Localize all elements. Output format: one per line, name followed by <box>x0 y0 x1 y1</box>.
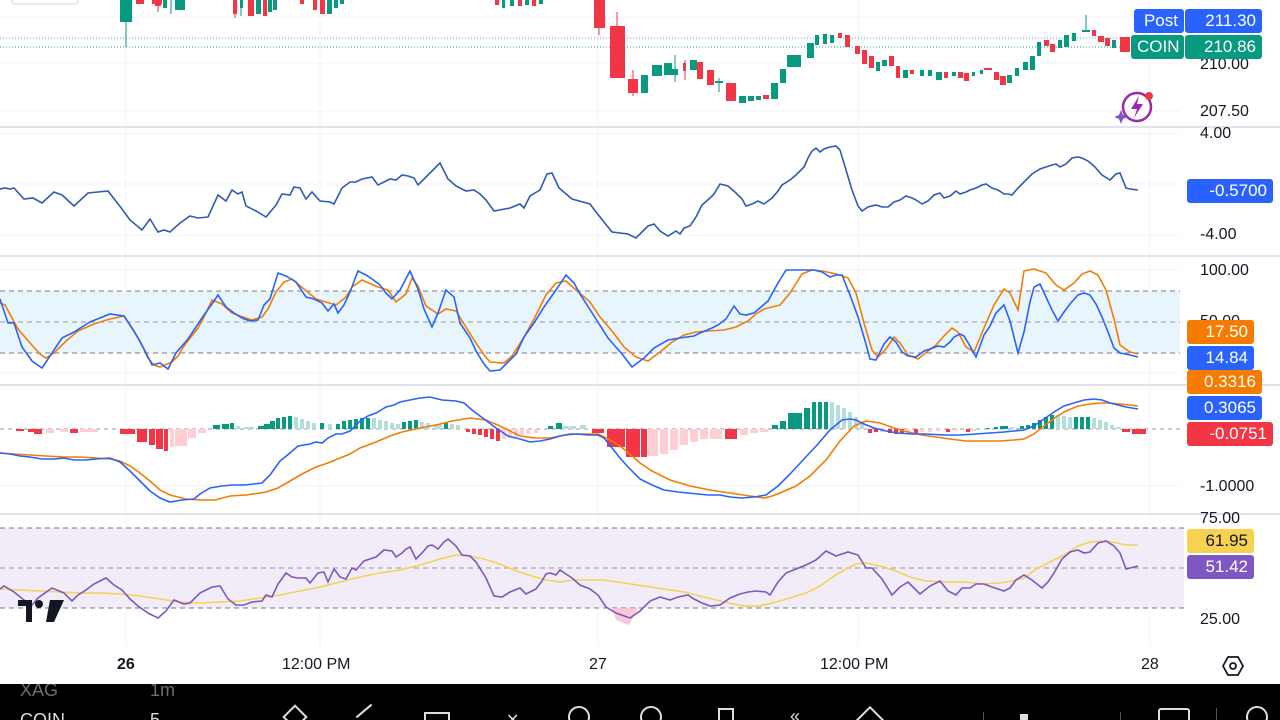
pane-separator[interactable] <box>0 513 1280 515</box>
rsi-pane[interactable]: 75.00 25.00 61.95 51.42 <box>0 510 1280 646</box>
post-market-label-tag: Post <box>1134 9 1184 33</box>
price-axis-label: 210.00 <box>1200 56 1249 73</box>
last-price-tag: 210.86 <box>1185 35 1262 59</box>
macd-axis-label: -1.0000 <box>1200 478 1255 495</box>
macd-pane[interactable]: -1.0000 0.3316 0.3065 -0.0751 <box>0 370 1280 513</box>
rsi-chart[interactable] <box>0 515 1184 646</box>
price-pane[interactable]: 210.00 207.50 Post 211.30 COIN 210.86 <box>0 0 1280 127</box>
stoch-k-value-tag: 17.50 <box>1187 320 1254 344</box>
time-label: 28 <box>1141 656 1159 673</box>
rsi-axis-label: 25.00 <box>1200 611 1241 628</box>
time-label: 12:00 PM <box>820 656 889 673</box>
pencil-icon[interactable] <box>282 704 308 720</box>
oscillator-axis-label: 4.00 <box>1200 125 1232 142</box>
oscillator-line-chart[interactable] <box>0 128 1180 255</box>
oscillator-axis-label: -4.00 <box>1200 226 1237 243</box>
watchlist-interval[interactable]: 1m <box>150 684 176 700</box>
replay-icon[interactable] <box>718 708 734 720</box>
undo-icon[interactable]: « <box>790 706 801 720</box>
bottom-toolbar: XAG 1m COIN 5 ✕ « <box>0 684 1280 720</box>
cursor-icon[interactable] <box>1020 714 1028 720</box>
alert-icon[interactable] <box>640 706 662 720</box>
compare-icon[interactable]: ✕ <box>506 710 519 720</box>
macd-signal-value-tag: 0.3316 <box>1187 370 1262 394</box>
price-axis-label: 207.50 <box>1200 103 1249 120</box>
watchlist-symbol[interactable]: XAG <box>20 684 59 700</box>
macd-histogram-value-tag: -0.0751 <box>1187 422 1273 446</box>
settings-icon[interactable] <box>1221 655 1245 682</box>
tradingview-logo[interactable] <box>18 600 64 627</box>
fullscreen-icon[interactable] <box>1158 708 1190 720</box>
macd-chart[interactable] <box>0 386 1180 513</box>
macd-histogram <box>16 402 1146 457</box>
time-label: 27 <box>589 656 607 673</box>
trendline-icon[interactable] <box>355 703 373 719</box>
rsi-value-tag: 51.42 <box>1187 555 1254 579</box>
post-market-price-tag: 211.30 <box>1185 9 1262 33</box>
stochastic-line-chart[interactable] <box>0 257 1180 384</box>
pane-separator[interactable] <box>0 255 1280 257</box>
macd-value-tag: 0.3065 <box>1187 396 1262 420</box>
indicator-icon[interactable] <box>568 706 590 720</box>
object-tree-icon[interactable] <box>855 705 885 720</box>
rsi-axis-label: 75.00 <box>1200 510 1241 527</box>
flash-alert-icon[interactable] <box>1114 90 1157 131</box>
time-label: 26 <box>117 656 135 673</box>
rsi-ma-value-tag: 61.95 <box>1187 529 1254 553</box>
stoch-d-value-tag: 14.84 <box>1187 346 1254 370</box>
toolbar-divider <box>1216 708 1217 720</box>
stochastic-pane[interactable]: 100.00 50.00 0.00 17.50 14.84 <box>0 257 1280 384</box>
pane-separator[interactable] <box>0 384 1280 386</box>
more-icon[interactable] <box>1246 706 1268 720</box>
candlestick-chart[interactable] <box>0 0 1180 127</box>
time-axis[interactable]: 26 12:00 PM 27 12:00 PM 28 <box>0 646 1280 684</box>
oscillator-pane[interactable]: 4.00 -4.00 -0.5700 <box>0 125 1280 255</box>
watchlist-interval[interactable]: 5 <box>150 710 161 720</box>
layout-icon[interactable] <box>424 712 450 720</box>
time-label: 12:00 PM <box>282 656 351 673</box>
oscillator-value-tag: -0.5700 <box>1187 179 1273 203</box>
stoch-axis-label: 100.00 <box>1200 262 1249 279</box>
toolbar-divider <box>1120 712 1121 720</box>
pane-separator[interactable] <box>0 126 1280 128</box>
watchlist-symbol[interactable]: COIN <box>20 710 65 720</box>
toolbar-divider <box>983 712 984 720</box>
symbol-label-tag: COIN <box>1131 35 1184 59</box>
